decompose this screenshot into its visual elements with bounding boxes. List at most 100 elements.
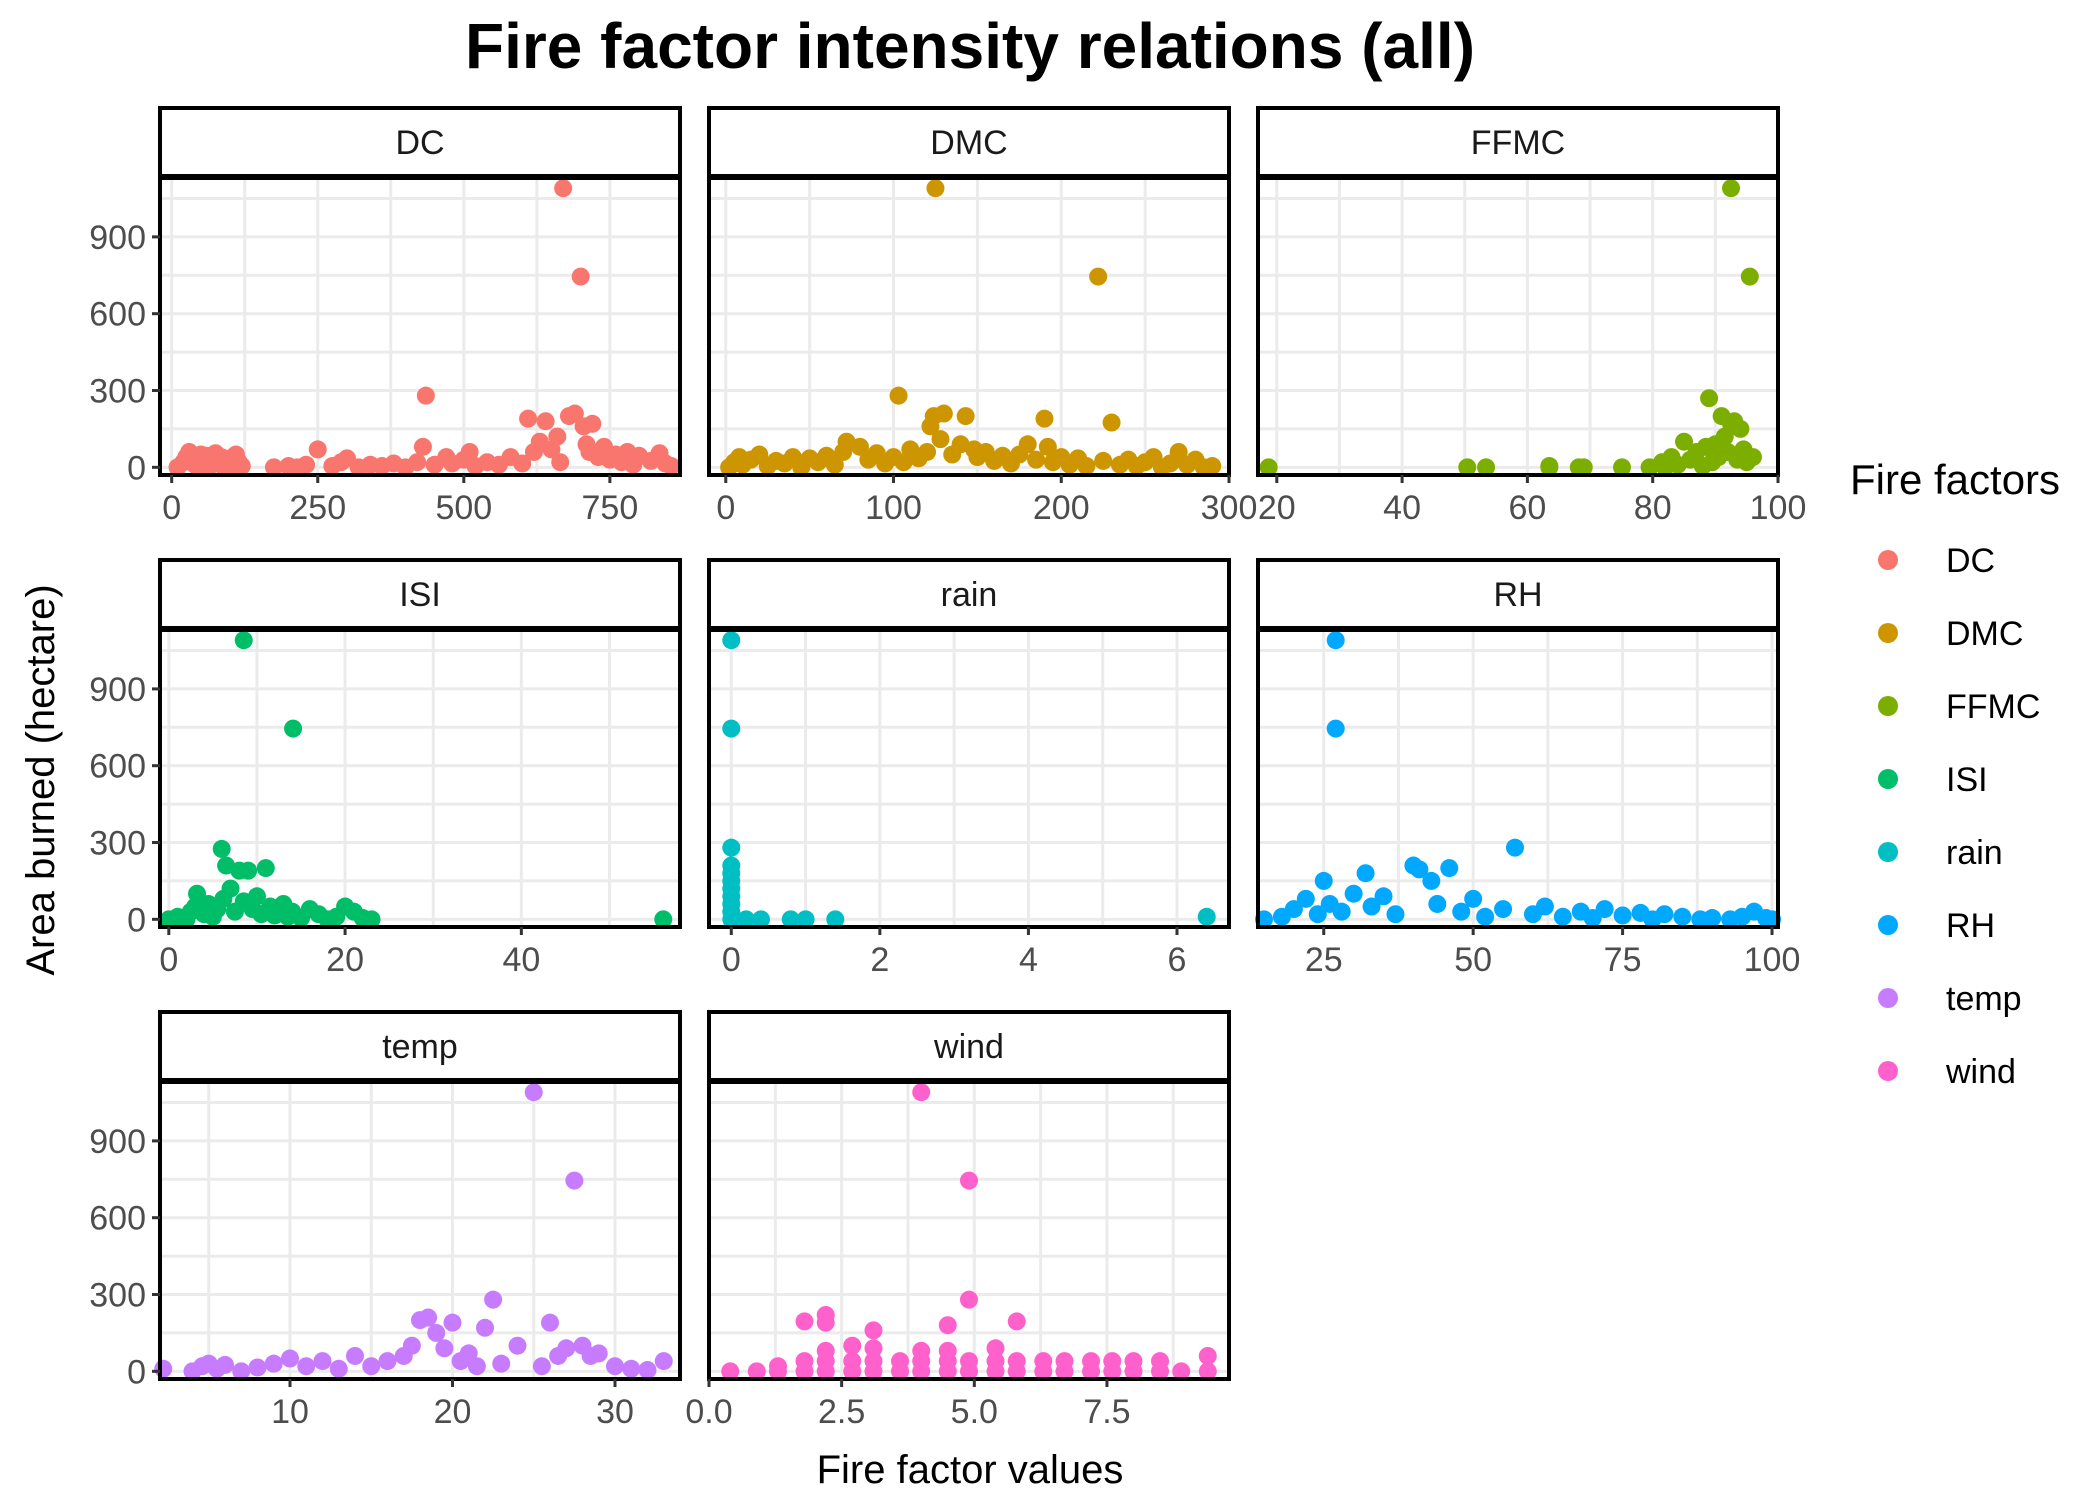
data-point bbox=[1124, 1352, 1143, 1371]
x-tick-label: 0 bbox=[162, 489, 181, 527]
legend-label: RH bbox=[1946, 907, 1995, 945]
y-tick-label: 0 bbox=[127, 1353, 146, 1391]
data-point bbox=[606, 1357, 624, 1376]
facet-panel-ffmc: FFMC 20 40 60 80 100 bbox=[1256, 106, 1806, 527]
panel-border bbox=[707, 1080, 1231, 1381]
data-point bbox=[722, 838, 741, 857]
data-point bbox=[722, 631, 741, 650]
data-point bbox=[1326, 719, 1345, 738]
data-point bbox=[816, 1305, 835, 1324]
x-tick-label: 300 bbox=[1201, 489, 1258, 527]
data-point bbox=[1410, 860, 1429, 879]
data-point bbox=[297, 1357, 316, 1376]
data-point bbox=[536, 412, 555, 431]
legend-key-temp bbox=[1878, 988, 1898, 1008]
data-point bbox=[188, 884, 207, 903]
data-point bbox=[557, 1339, 576, 1358]
data-point bbox=[1102, 413, 1121, 432]
data-point bbox=[1506, 838, 1525, 857]
data-point bbox=[752, 910, 770, 929]
x-tick-label: 30 bbox=[596, 1393, 634, 1431]
data-point bbox=[934, 404, 953, 423]
facet-panel-dmc: DMC 0 100 200 300 bbox=[707, 106, 1258, 527]
facet-strip-label: DMC bbox=[930, 124, 1007, 162]
data-point bbox=[1675, 432, 1694, 451]
data-point bbox=[256, 859, 275, 878]
data-point bbox=[747, 1362, 766, 1381]
facet-strip-label: FFMC bbox=[1471, 124, 1565, 162]
data-point bbox=[297, 455, 316, 474]
data-point bbox=[1151, 1352, 1170, 1371]
data-point bbox=[419, 1308, 438, 1327]
data-point bbox=[825, 455, 844, 474]
facet-strip-label: RH bbox=[1493, 576, 1542, 614]
data-point bbox=[427, 1323, 446, 1342]
data-point bbox=[1655, 905, 1674, 924]
data-point bbox=[1332, 902, 1351, 921]
data-point bbox=[722, 719, 741, 738]
y-tick-label: 0 bbox=[127, 449, 146, 487]
data-point bbox=[1574, 458, 1593, 477]
data-point bbox=[1458, 458, 1477, 477]
data-point bbox=[654, 910, 673, 929]
data-point bbox=[1197, 907, 1216, 926]
panel-border bbox=[158, 1080, 682, 1381]
x-tick-label: 500 bbox=[435, 489, 492, 527]
data-point bbox=[843, 1336, 862, 1355]
x-tick-label: 60 bbox=[1508, 489, 1546, 527]
facet-strip bbox=[1256, 106, 1780, 178]
facet-strip bbox=[707, 558, 1231, 630]
data-point bbox=[1428, 894, 1447, 913]
facet-panel-temp: temp 0 300 600 900 10 20 30 bbox=[89, 1010, 682, 1431]
x-tick-label: 80 bbox=[1634, 489, 1672, 527]
data-point bbox=[864, 1321, 883, 1340]
data-point bbox=[1259, 458, 1278, 477]
data-point bbox=[492, 1354, 511, 1373]
data-point bbox=[1731, 419, 1750, 438]
data-point bbox=[1055, 1352, 1074, 1371]
data-point bbox=[239, 861, 258, 880]
x-tick-label: 0.0 bbox=[685, 1393, 732, 1431]
data-point bbox=[435, 1339, 454, 1358]
data-point bbox=[1476, 907, 1495, 926]
legend-label: FFMC bbox=[1946, 688, 2040, 726]
data-point bbox=[408, 453, 427, 472]
x-tick-label: 200 bbox=[1033, 489, 1090, 527]
data-point bbox=[416, 386, 435, 405]
data-point bbox=[864, 1339, 883, 1358]
legend-title: Fire factors bbox=[1850, 456, 2060, 503]
x-tick-label: 25 bbox=[1305, 941, 1343, 979]
facet-panel-dc: DC 0 300 600 900 0 250 500 750 bbox=[89, 106, 682, 527]
data-point bbox=[1464, 889, 1483, 908]
data-point bbox=[154, 1359, 173, 1378]
x-tick-label: 250 bbox=[289, 489, 346, 527]
data-point bbox=[554, 179, 573, 198]
data-point bbox=[1535, 897, 1554, 916]
data-point bbox=[264, 1354, 283, 1373]
data-point bbox=[329, 1359, 348, 1378]
legend: Fire factors DC DMC FFMC ISI rain RH temp wind bbox=[1850, 456, 2060, 1091]
data-point bbox=[565, 404, 584, 423]
data-point bbox=[232, 1362, 251, 1381]
legend-key-isi bbox=[1878, 769, 1898, 789]
data-point bbox=[519, 409, 538, 428]
y-tick-label: 600 bbox=[89, 748, 146, 786]
facet-strip bbox=[158, 106, 682, 178]
data-point bbox=[1296, 889, 1315, 908]
x-tick-label: 2 bbox=[870, 941, 889, 979]
legend-key-ffmc bbox=[1878, 696, 1898, 716]
data-point bbox=[362, 910, 381, 929]
data-point bbox=[1494, 900, 1513, 919]
data-point bbox=[1344, 884, 1363, 903]
data-point bbox=[960, 1171, 978, 1190]
data-point bbox=[1722, 179, 1741, 198]
data-point bbox=[1172, 1362, 1191, 1381]
facet-strip bbox=[707, 106, 1231, 178]
y-tick-label: 600 bbox=[89, 1200, 146, 1238]
data-point bbox=[212, 839, 231, 858]
data-point bbox=[551, 453, 570, 472]
data-point bbox=[1700, 389, 1719, 408]
data-point bbox=[1308, 905, 1327, 924]
data-point bbox=[1595, 900, 1614, 919]
